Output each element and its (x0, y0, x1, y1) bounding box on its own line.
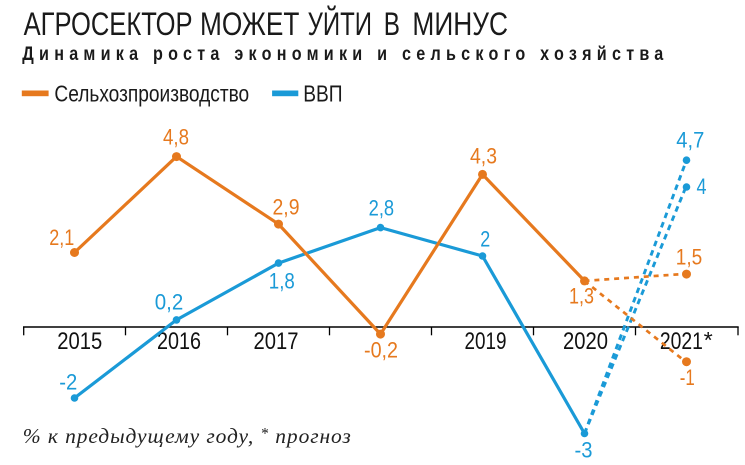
svg-text:1,8: 1,8 (269, 269, 295, 294)
svg-text:Динамика роста экономики и сел: Динамика роста экономики и сельского хоз… (22, 43, 663, 65)
svg-text:2,1: 2,1 (49, 225, 74, 250)
svg-text:МОЖЕТ: МОЖЕТ (200, 6, 299, 42)
svg-text:2,8: 2,8 (369, 195, 395, 220)
svg-text:4,7: 4,7 (676, 128, 704, 153)
svg-text:-3: -3 (575, 438, 593, 463)
svg-text:В: В (384, 6, 400, 42)
svg-text:2020: 2020 (563, 328, 608, 355)
svg-text:2,9: 2,9 (273, 195, 300, 220)
svg-text:*: * (704, 327, 713, 353)
svg-text:1,3: 1,3 (569, 284, 594, 309)
svg-text:1,5: 1,5 (676, 244, 703, 269)
svg-text:АГРОСЕКТОР: АГРОСЕКТОР (24, 6, 193, 42)
svg-text:2019: 2019 (465, 328, 507, 355)
svg-text:-0,2: -0,2 (364, 337, 398, 362)
svg-text:4: 4 (697, 174, 707, 199)
svg-text:% к предыдущему году, * прогно: % к предыдущему году, * прогноз (23, 424, 351, 448)
svg-text:2: 2 (480, 227, 490, 252)
svg-text:2017: 2017 (254, 328, 299, 355)
svg-text:-2: -2 (59, 369, 77, 394)
svg-text:МИНУС: МИНУС (412, 6, 508, 42)
svg-text:-1: -1 (680, 365, 695, 390)
svg-text:ВВП: ВВП (303, 80, 342, 106)
svg-text:2021: 2021 (660, 328, 703, 355)
svg-text:4,3: 4,3 (470, 143, 497, 168)
svg-text:2015: 2015 (57, 328, 102, 355)
svg-text:Сельхозпроизводство: Сельхозпроизводство (54, 80, 249, 106)
svg-text:0,2: 0,2 (155, 289, 184, 314)
svg-text:4,8: 4,8 (163, 124, 189, 149)
svg-text:2016: 2016 (157, 328, 201, 355)
svg-text:УЙТИ: УЙТИ (308, 6, 372, 42)
